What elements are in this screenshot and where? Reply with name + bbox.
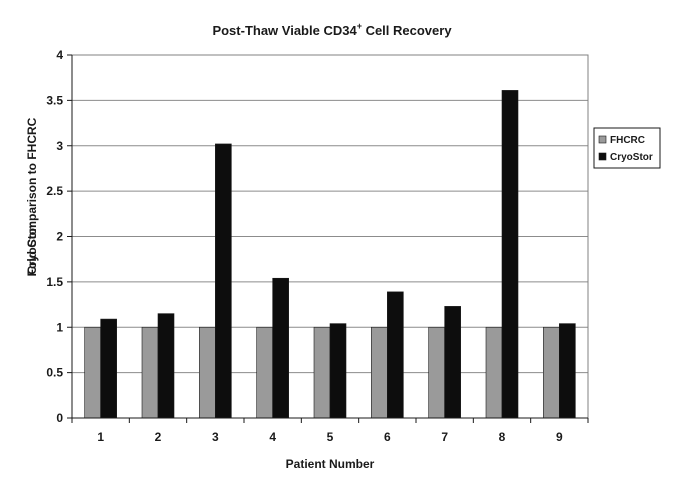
bar-fhcrc-patient-8 (485, 326, 503, 419)
y-tick-label-0: 0 (56, 411, 63, 425)
bar-cryostor-patient-4 (272, 277, 289, 419)
legend-swatch-fhcrc (598, 135, 607, 144)
bar-fhcrc-patient-5 (313, 326, 331, 419)
legend-label-cryostor: CryoStor (610, 152, 653, 163)
x-tick-label-5: 5 (327, 430, 334, 444)
bar-cryostor-patient-1 (100, 318, 117, 419)
x-tick-label-8: 8 (499, 430, 506, 444)
bar-fhcrc-patient-2 (141, 326, 159, 419)
chart-title-rest: Cell Recovery (362, 23, 452, 38)
bars (84, 90, 576, 419)
x-tick-label-2: 2 (155, 430, 162, 444)
x-tick-label-4: 4 (269, 430, 276, 444)
x-tick-label-1: 1 (97, 430, 104, 444)
bar-cryostor-patient-9 (559, 323, 576, 419)
legend-label-fhcrc: FHCRC (610, 135, 645, 146)
y-tick-label-8: 4 (56, 48, 63, 62)
axes (67, 54, 589, 423)
bar-cryostor-patient-3 (215, 143, 232, 419)
y-axis-title-line-1: CryoStor (25, 223, 39, 275)
x-tick-labels: 1 2 3 4 5 6 7 8 9 (97, 430, 563, 444)
y-axis-title-line-2: Fold Comparison to FHCRC (25, 117, 39, 276)
y-tick-label-6: 3 (56, 139, 63, 153)
bar-cryostor-patient-7 (444, 306, 461, 419)
bar-fhcrc-patient-1 (84, 326, 101, 419)
chart-title-main: Post-Thaw Viable CD34 (212, 23, 357, 38)
legend-swatch-cryostor (598, 152, 607, 161)
bar-fhcrc-patient-4 (256, 326, 273, 419)
y-tick-labels: 0 0.5 1 1.5 2 2.5 3 3.5 4 (46, 48, 63, 425)
x-axis-title: Patient Number (286, 457, 375, 471)
y-tick-label-1: 0.5 (46, 366, 63, 380)
y-tick-label-7: 3.5 (46, 93, 63, 107)
x-tick-label-7: 7 (441, 430, 448, 444)
bar-cryostor-patient-6 (387, 291, 404, 419)
bar-cryostor-patient-2 (157, 313, 175, 419)
bar-fhcrc-patient-3 (199, 326, 216, 419)
y-tick-label-4: 2 (56, 230, 63, 244)
bar-cryostor-patient-5 (329, 323, 347, 419)
bar-fhcrc-patient-9 (543, 326, 560, 419)
bar-fhcrc-patient-7 (428, 326, 445, 419)
bar-fhcrc-patient-6 (371, 326, 388, 419)
y-axis-title: CryoStorFold Comparison to FHCRC (25, 117, 39, 276)
legend: FHCRC CryoStor (593, 127, 661, 169)
legend-box (593, 127, 661, 169)
bar-cryostor-patient-8 (501, 90, 519, 419)
y-tick-label-5: 2.5 (46, 184, 63, 198)
x-tick-label-9: 9 (556, 430, 563, 444)
y-tick-label-3: 1.5 (46, 275, 63, 289)
y-tick-label-2: 1 (56, 320, 63, 334)
x-tick-label-6: 6 (384, 430, 391, 444)
chart-title: Post-Thaw Viable CD34+ Cell Recovery (212, 21, 452, 38)
x-tick-label-3: 3 (212, 430, 219, 444)
chart-title-superscript: + (357, 21, 362, 31)
